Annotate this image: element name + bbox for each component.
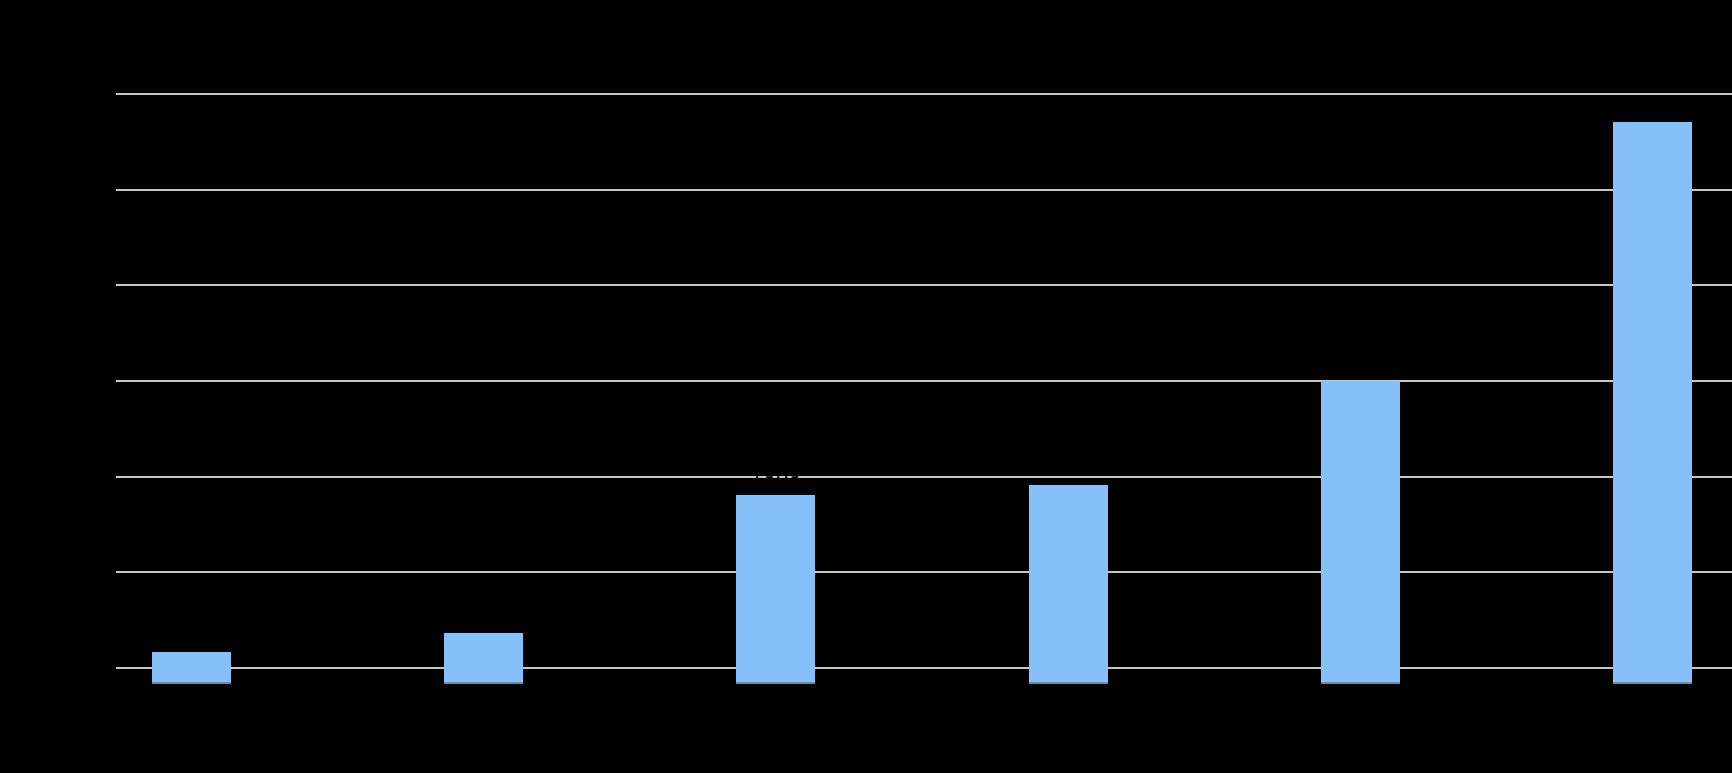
bar bbox=[444, 632, 524, 684]
bar bbox=[1028, 484, 1108, 684]
x-axis-labels bbox=[0, 700, 1732, 740]
bar-value-label: 1808 bbox=[750, 466, 802, 491]
bar bbox=[736, 495, 816, 684]
gridline bbox=[116, 284, 1732, 287]
gridline bbox=[116, 571, 1732, 574]
bar-value-label: 3000 bbox=[1334, 351, 1386, 376]
gridline bbox=[116, 475, 1732, 478]
bar-value-label: 5707 bbox=[1627, 93, 1678, 117]
gridline bbox=[116, 188, 1732, 191]
bar bbox=[152, 652, 231, 684]
bar-value-label: 1913 bbox=[1042, 455, 1094, 480]
gridline bbox=[116, 92, 1732, 95]
gridline bbox=[116, 379, 1732, 382]
bar bbox=[1320, 380, 1400, 684]
gridline bbox=[116, 667, 1732, 669]
bar-value-label: 366 bbox=[464, 603, 503, 628]
bar-value-label: 167 bbox=[172, 623, 211, 648]
bar bbox=[1613, 122, 1692, 684]
